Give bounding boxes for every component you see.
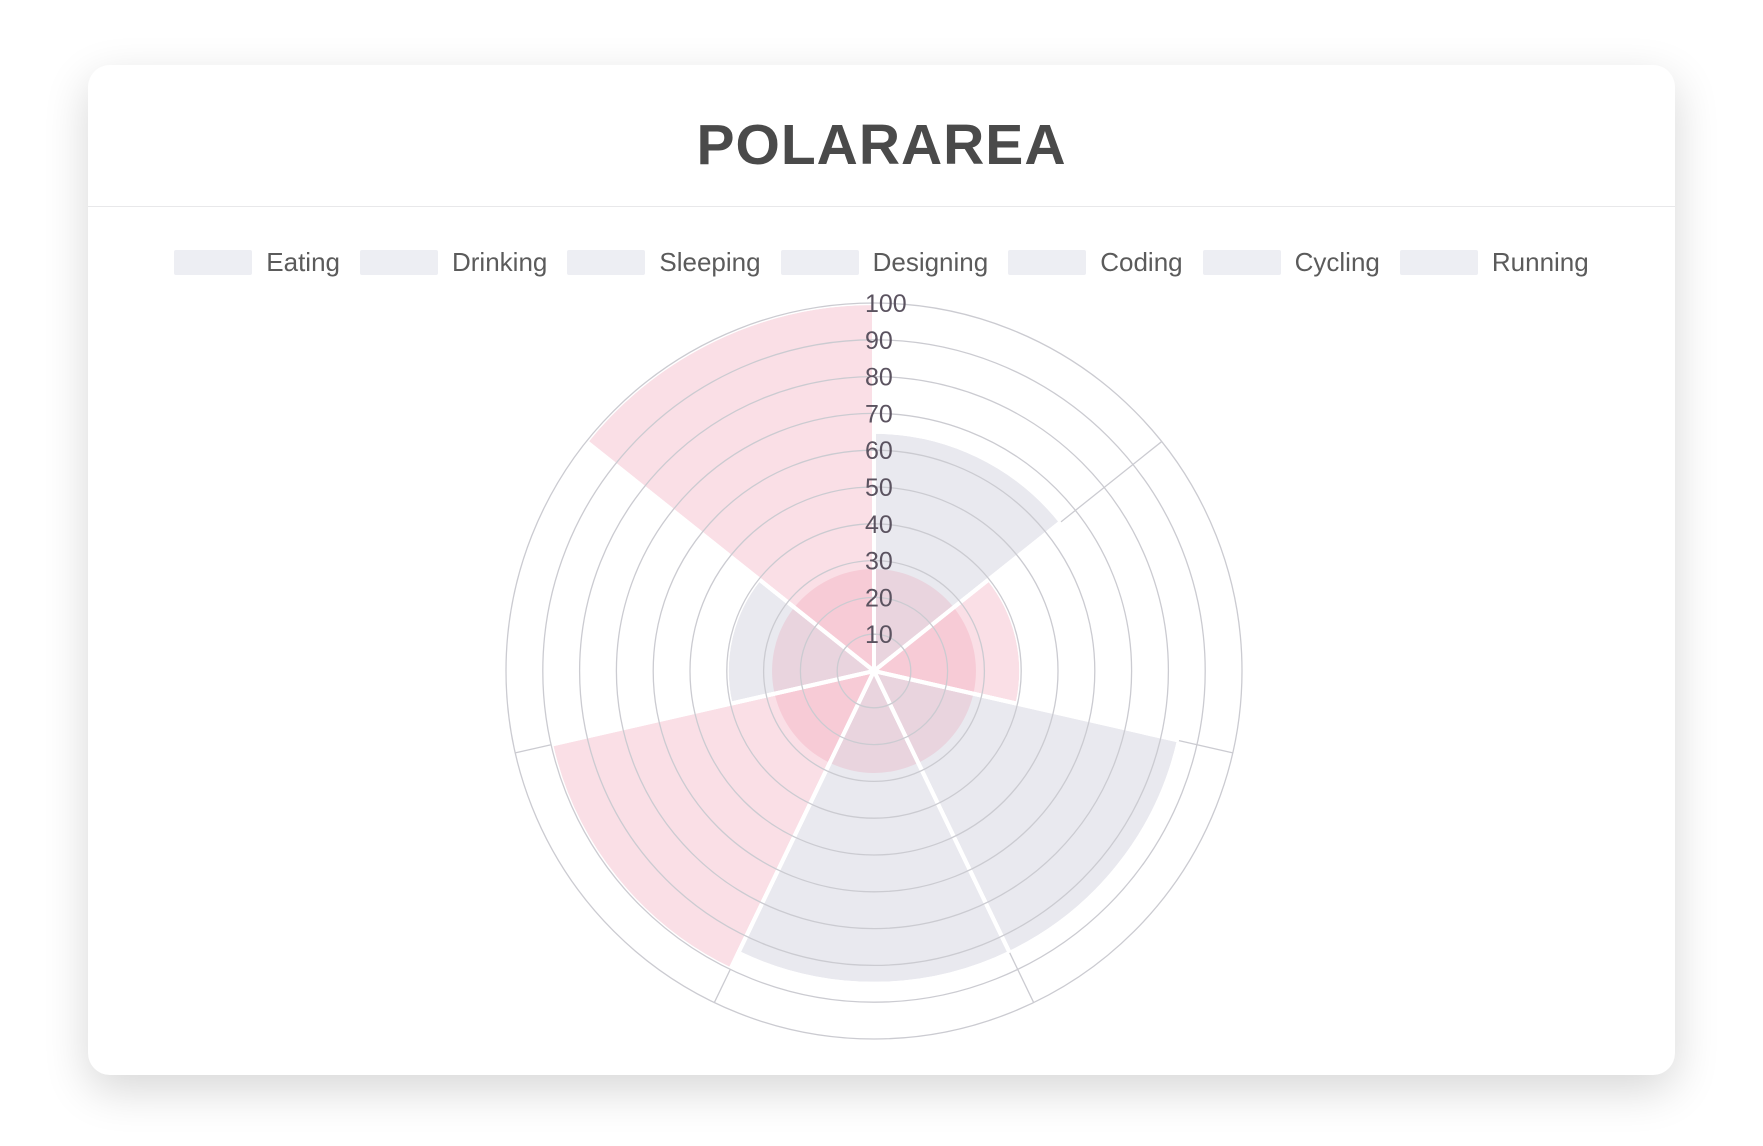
svg-text:10: 10: [865, 621, 893, 649]
svg-text:80: 80: [865, 364, 893, 392]
svg-text:100: 100: [865, 290, 907, 318]
svg-text:20: 20: [865, 584, 893, 612]
svg-text:60: 60: [865, 437, 893, 465]
svg-text:50: 50: [865, 474, 893, 502]
svg-text:70: 70: [865, 400, 893, 428]
svg-text:30: 30: [865, 548, 893, 576]
svg-text:90: 90: [865, 327, 893, 355]
svg-text:40: 40: [865, 511, 893, 539]
